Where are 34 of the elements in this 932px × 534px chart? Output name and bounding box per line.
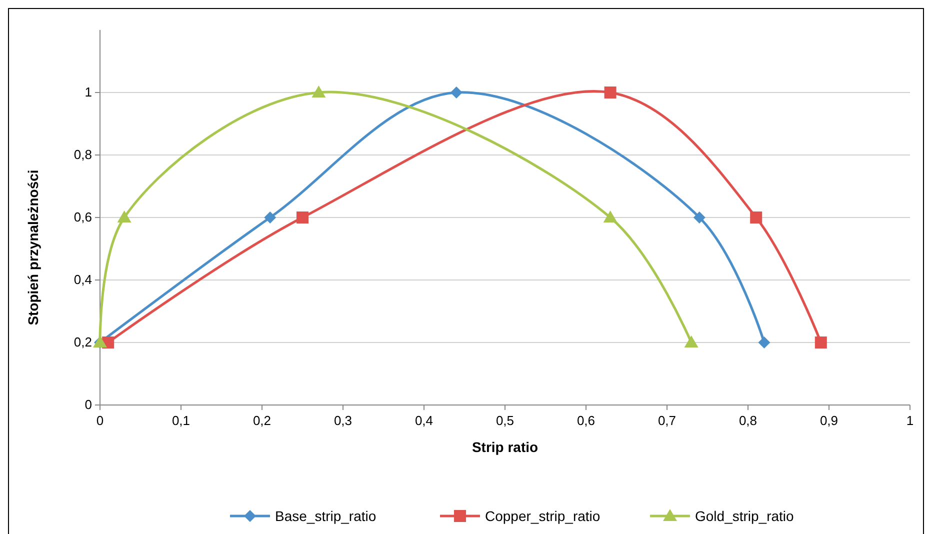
y-axis-title: Stopień przynależności <box>25 170 41 326</box>
x-tick-label: 0,1 <box>172 413 190 428</box>
y-tick-label: 0,8 <box>74 147 92 162</box>
x-tick-label: 1 <box>906 413 914 428</box>
legend-label: Gold_strip_ratio <box>695 508 794 524</box>
x-tick-label: 0,9 <box>820 413 838 428</box>
y-tick-label: 1 <box>84 84 92 100</box>
point <box>312 86 326 98</box>
x-tick-label: 0,7 <box>658 413 676 428</box>
point <box>814 336 827 348</box>
y-tick-label: 0,4 <box>74 272 92 287</box>
point <box>450 86 462 98</box>
x-tick-label: 0,3 <box>334 413 352 428</box>
x-tick-label: 0,6 <box>576 413 596 428</box>
point <box>117 210 132 222</box>
legend-label: Copper_strip_ratio <box>485 508 600 524</box>
point <box>603 210 618 222</box>
point <box>693 212 706 224</box>
point <box>604 86 616 98</box>
x-tick-label: 0,5 <box>496 413 514 428</box>
x-tick-label: 0,4 <box>414 413 434 428</box>
y-tick-label: 0,6 <box>74 210 92 224</box>
x-tick-label: 0,8 <box>738 413 758 428</box>
y-tick-label: 0,2 <box>74 334 92 350</box>
x-tick-label: 0 <box>96 413 104 428</box>
x-tick-label: 0,2 <box>252 413 272 428</box>
point <box>750 212 762 224</box>
legend-label: Base_strip_ratio <box>275 508 376 524</box>
point <box>684 336 698 348</box>
point <box>758 336 770 348</box>
x-axis-title: Strip ratio <box>472 439 538 455</box>
y-tick-label: 0 <box>84 397 92 412</box>
point <box>264 212 276 224</box>
point <box>296 212 308 224</box>
